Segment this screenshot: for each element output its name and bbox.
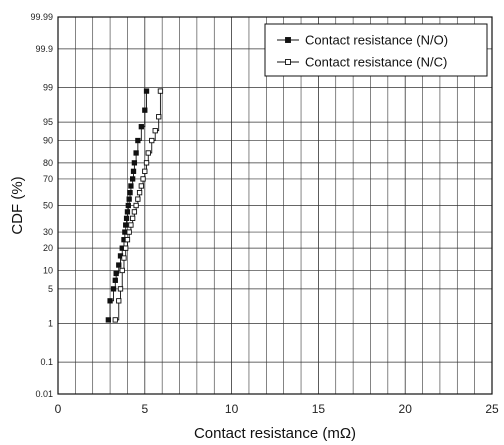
data-point <box>126 196 132 202</box>
y-axis-label: CDF (%) <box>9 176 26 234</box>
y-tick-label: 95 <box>43 117 53 127</box>
plot-frame <box>57 16 493 395</box>
x-tick-label: 20 <box>399 402 413 416</box>
data-point <box>129 215 136 221</box>
data-point <box>133 150 139 156</box>
data-point <box>157 88 164 94</box>
y-tick-label: 99.9 <box>35 44 53 54</box>
data-point <box>123 222 129 228</box>
legend-label: Contact resistance (N/C) <box>305 55 447 70</box>
data-point <box>128 183 134 189</box>
data-point <box>138 124 144 130</box>
y-tick-label: 0.01 <box>35 389 53 399</box>
data-point <box>136 190 143 196</box>
legend-marker <box>285 59 291 65</box>
data-point <box>149 137 155 144</box>
legend-box <box>264 23 488 77</box>
data-point <box>131 160 138 166</box>
data-point <box>140 176 146 182</box>
data-point <box>112 317 118 323</box>
data-point <box>125 202 131 209</box>
data-point <box>131 209 138 215</box>
data-point <box>156 114 162 120</box>
data-point <box>110 286 117 292</box>
series-normally-open <box>105 88 150 323</box>
y-tick-label: 5 <box>48 284 53 294</box>
data-point <box>152 128 158 134</box>
y-tick-label: 10 <box>43 265 53 275</box>
data-point <box>127 190 133 196</box>
x-tick-labels: 0 5 10 15 20 25 <box>55 402 499 416</box>
data-point <box>123 215 130 221</box>
series-normally-closed <box>112 88 164 323</box>
data-point <box>121 255 127 261</box>
data-point <box>133 202 139 209</box>
data-point <box>119 267 125 274</box>
legend: Contact resistance (N/O) Contact resistan… <box>264 23 488 77</box>
x-tick-label: 25 <box>485 402 499 416</box>
data-point <box>113 270 119 277</box>
data-point <box>143 88 150 94</box>
data-point <box>123 245 129 251</box>
data-point <box>105 317 111 323</box>
x-tick-label: 0 <box>55 402 62 416</box>
data-point <box>107 298 113 304</box>
data-point <box>145 150 151 156</box>
legend-entry: Contact resistance (N/O) <box>277 33 448 48</box>
legend-label: Contact resistance (N/O) <box>305 33 448 48</box>
data-series <box>105 88 164 323</box>
legend-marker <box>285 37 291 43</box>
y-tick-label: 1 <box>48 318 53 328</box>
data-point <box>112 277 118 283</box>
y-tick-labels: 0.01 0.1 1 5 10 20 30 50 70 80 90 95 99 99.9 99.99 <box>30 12 53 399</box>
y-tick-label: 70 <box>43 174 53 184</box>
data-point <box>129 176 136 182</box>
data-point <box>142 107 148 113</box>
data-point <box>135 196 141 202</box>
data-point <box>117 286 124 292</box>
data-point <box>143 160 150 166</box>
data-point <box>124 237 131 243</box>
x-axis-label: Contact resistance (mΩ) <box>194 425 356 442</box>
y-tick-label: 0.1 <box>40 357 53 367</box>
y-tick-label: 90 <box>43 136 53 146</box>
legend-entry: Contact resistance (N/C) <box>277 55 447 70</box>
y-tick-label: 50 <box>43 201 53 211</box>
y-tick-label: 80 <box>43 158 53 168</box>
data-point <box>138 183 144 189</box>
x-tick-label: 10 <box>225 402 239 416</box>
data-point <box>116 262 122 268</box>
data-point <box>126 229 132 235</box>
data-point <box>128 222 134 228</box>
data-point <box>124 209 131 215</box>
data-point <box>130 168 137 174</box>
y-tick-label: 99 <box>43 83 53 93</box>
data-point <box>135 137 141 144</box>
data-point <box>122 229 128 235</box>
y-tick-label: 30 <box>43 227 53 237</box>
data-point <box>142 168 148 174</box>
grid-lines <box>57 16 493 395</box>
x-tick-label: 5 <box>141 402 148 416</box>
data-point <box>116 298 122 304</box>
y-tick-label: 20 <box>43 243 53 253</box>
x-tick-label: 15 <box>312 402 326 416</box>
y-tick-label: 99.99 <box>30 12 53 22</box>
